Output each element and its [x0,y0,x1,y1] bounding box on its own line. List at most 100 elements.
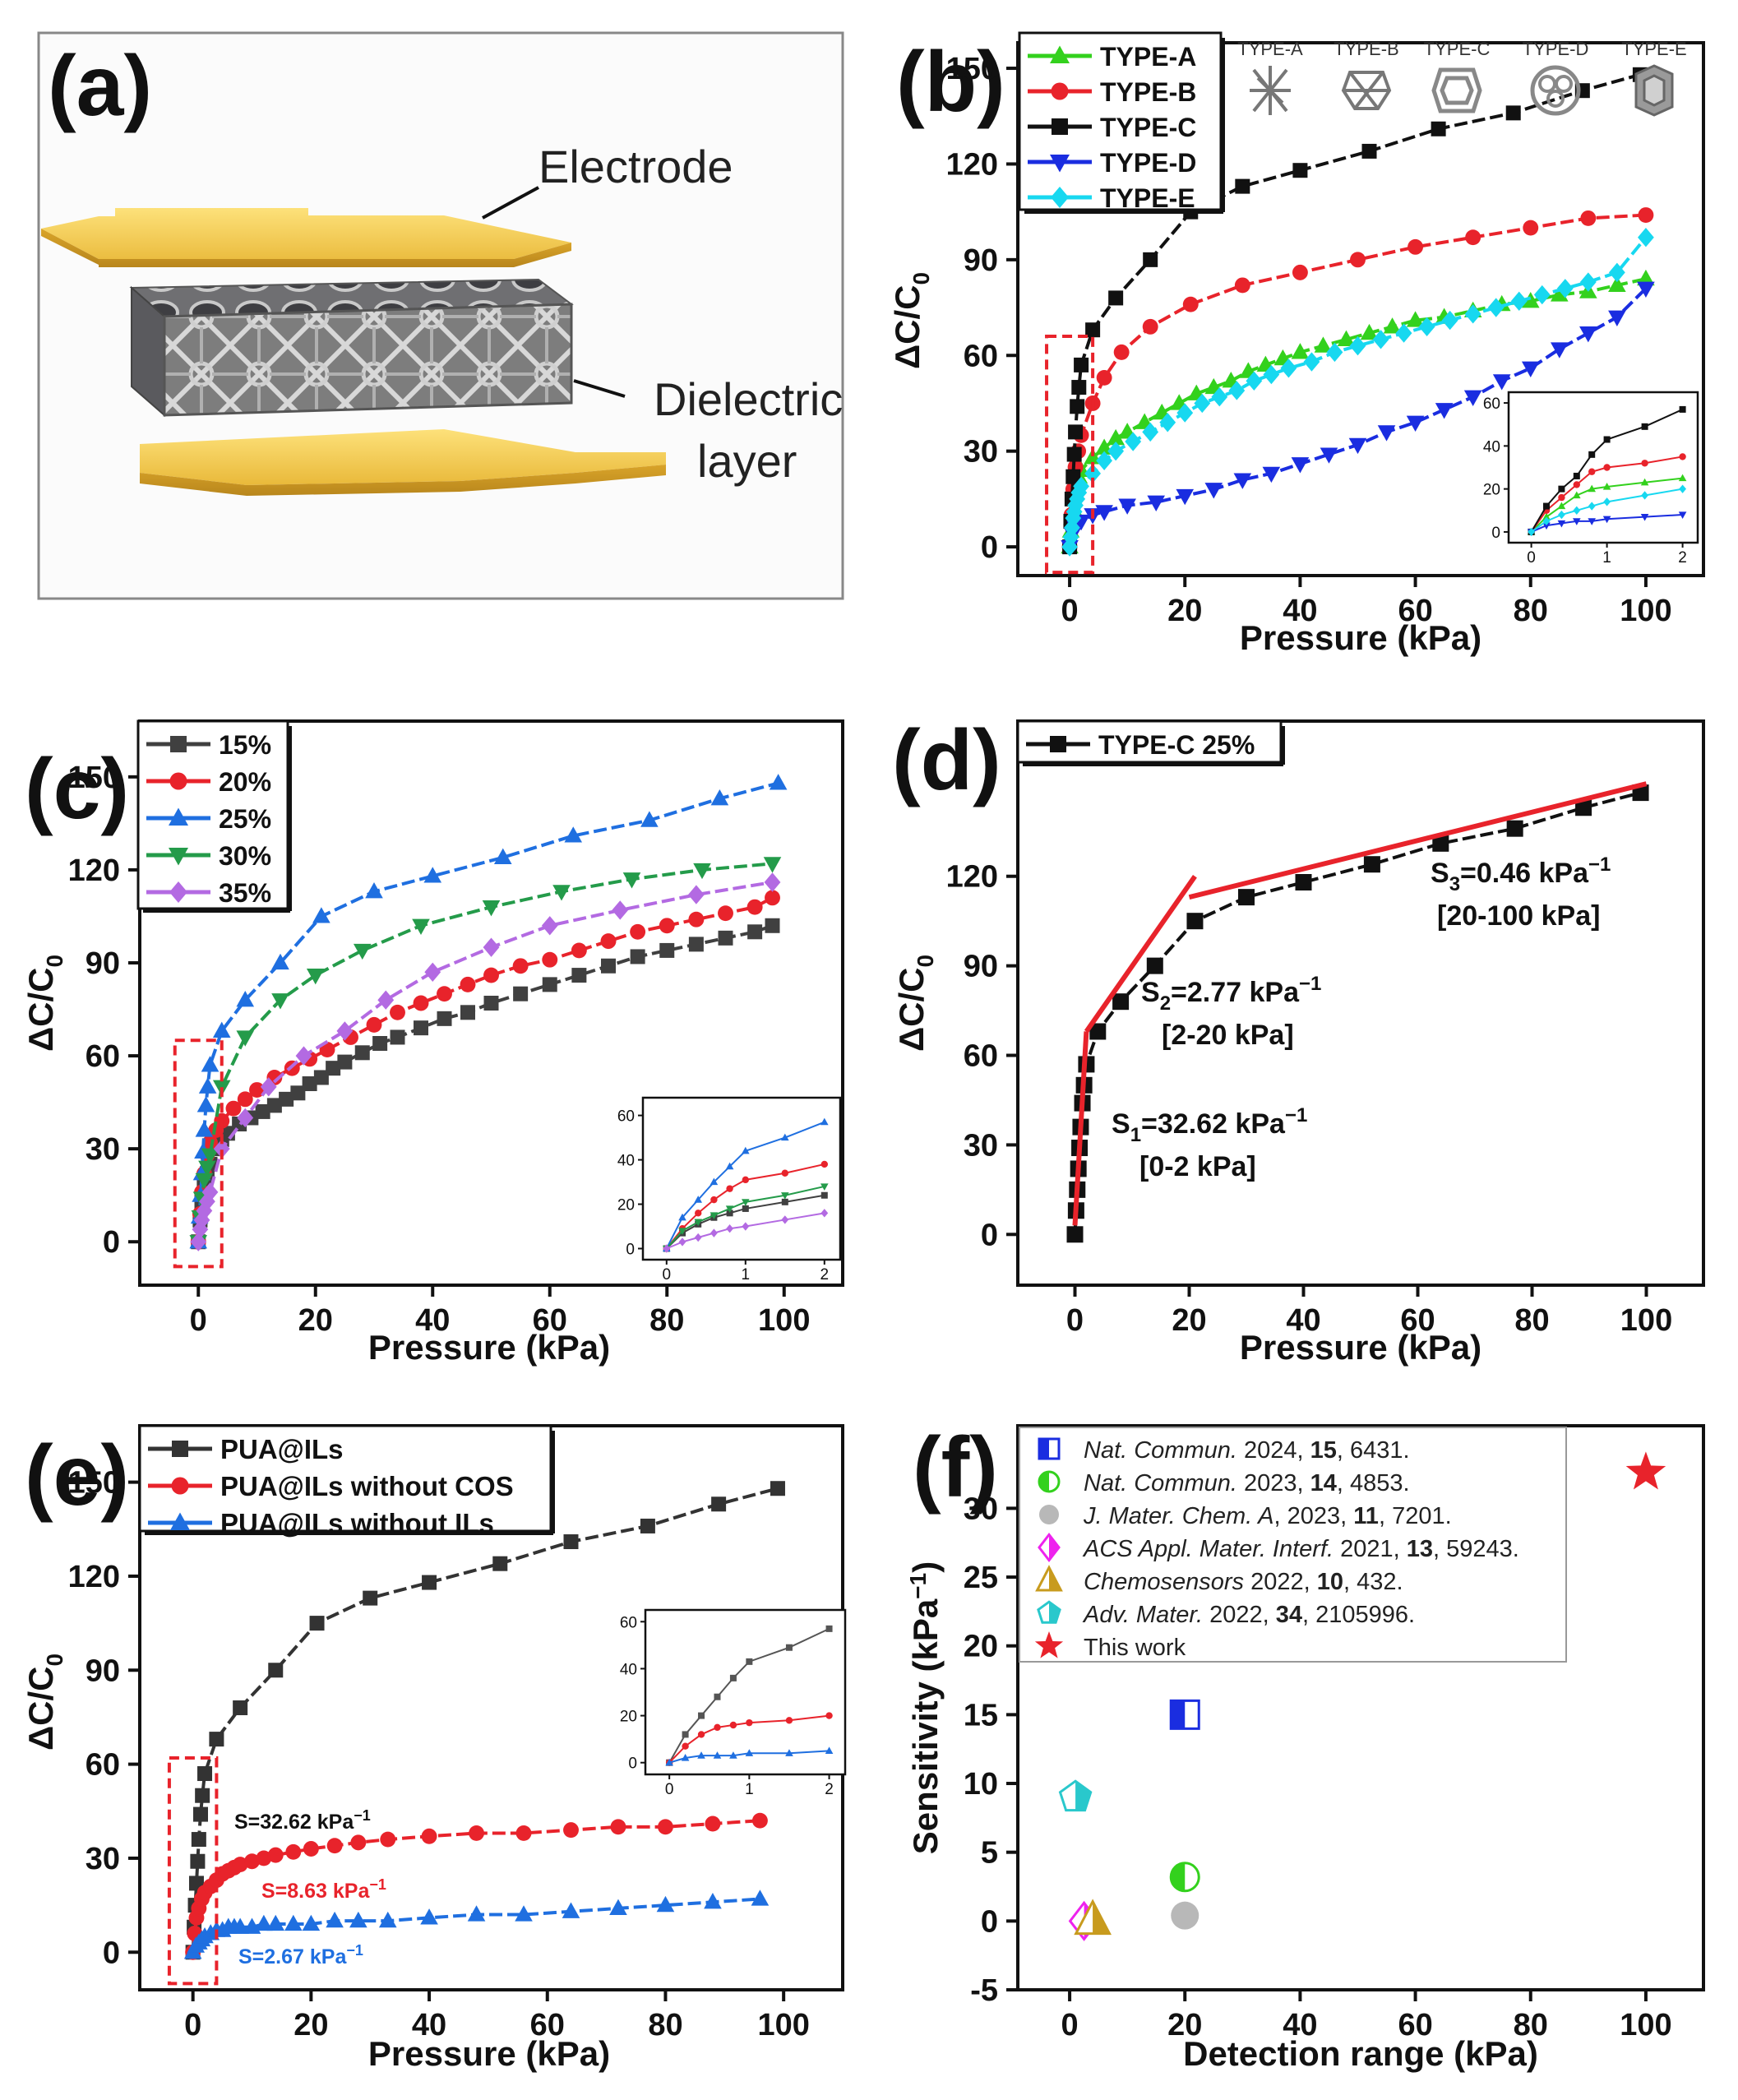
b-inset-y-tick-label: 20 [1483,482,1500,499]
f-data-point [1058,1779,1093,1812]
d-fit-line [1188,781,1648,900]
d-annotation-symbol: S [1431,858,1449,889]
f-data-point [1074,1899,1112,1936]
type-a-label: TYPE-A [1237,39,1303,59]
c-inset-x-tick-label: 1 [742,1266,751,1284]
c-data-point [630,923,646,940]
f-legend-marker-fill [1039,1439,1049,1459]
f-legend-year: 2021, [1334,1536,1407,1562]
c-legend-label: 35% [219,878,271,908]
e-x-tick-label: 60 [530,2008,565,2042]
e-annotation-sensitivity: S=8.63 kPa−1 [261,1876,386,1903]
f-y-axis-label-main: Sensitivity (kPa [906,1598,945,1854]
c-data-point [601,958,616,974]
e-inset-data-point [698,1712,705,1719]
c-data-point [413,995,429,1011]
c-inset-series-line [666,1163,825,1250]
f-legend-marker-fill [1039,1472,1049,1492]
e-data-point [232,1857,248,1873]
e-legend-marker [172,1441,188,1457]
d-x-axis-label: Pressure (kPa) [1240,1328,1481,1367]
f-legend-label: ACS Appl. Mater. Interf. 2021, 13, 59243… [1082,1536,1519,1562]
e-data-point [231,1917,249,1934]
f-legend-volume: 11 [1353,1503,1379,1529]
e-y-axis-label-main: ΔC/C [21,1667,60,1751]
f-legend-journal: J. Mater. Chem. A [1083,1503,1274,1529]
c-data-point [312,907,330,923]
c-inset-data-point [710,1212,719,1220]
b-inset-data-point [1603,436,1611,443]
e-inset-data-point [785,1644,793,1651]
c-data-point [571,942,587,959]
c-legend-label: 30% [219,841,271,871]
b-data-point [1147,495,1166,512]
e-data-point [704,1893,722,1909]
d-annotation-value: =2.77 kPa [1171,977,1300,1008]
b-data-point [1431,121,1446,136]
e-data-point [467,1905,486,1922]
e-y-axis-label: ΔC/C0 [21,1654,67,1751]
e-annotation-sensitivity: S=32.62 kPa−1 [234,1807,371,1834]
c-data-point [199,1191,215,1211]
f-legend-year: 2022, [1244,1569,1317,1595]
c-inset-x-tick-label: 0 [663,1266,672,1284]
c-data-point [213,1139,230,1159]
c-data-point [747,924,763,940]
c-y-axis-label: ΔC/C0 [21,955,67,1052]
b-data-point [1234,277,1250,294]
e-x-axis-label: Pressure (kPa) [368,2034,610,2073]
b-inset-data-point [1679,453,1686,460]
f-legend-journal: Adv. Mater. [1082,1602,1203,1628]
d-annotation-range: [20-100 kPa] [1437,900,1600,932]
b-inset-data-point [1641,423,1648,430]
c-inset-data-point [726,1210,733,1217]
d-y-tick-label: 30 [964,1128,998,1163]
b-data-point [1262,466,1281,483]
e-inset-y-tick-label: 40 [620,1661,637,1678]
b-data-point [1521,292,1540,308]
c-y-tick-label: 0 [103,1225,120,1260]
c-data-point [414,1020,428,1036]
c-data-point [236,1030,255,1047]
b-plot-frame [1016,41,1705,577]
type-d-schematic: TYPE-D [1523,39,1588,116]
c-data-point [190,1232,207,1251]
c-data-point [372,1036,388,1051]
e-data-point [209,1732,224,1747]
c-data-point [195,1173,214,1190]
b-inset-data-point [1573,472,1580,479]
c-inset-y-tick-label: 0 [626,1242,635,1259]
c-inset-frame [641,1096,842,1261]
b-y-axis-label: ΔC/C0 [888,272,934,369]
f-legend-volume: 10 [1317,1569,1343,1595]
c-data-point [302,1076,317,1091]
f-data-point [1169,1699,1200,1730]
d-annotation-value: =0.46 kPa [1460,858,1589,889]
b-data-point [1204,483,1223,499]
e-data-point [197,1766,213,1782]
b-inset-data-point [1588,484,1596,493]
e-inset-y-tick-label: 20 [620,1709,637,1726]
b-data-point [1637,281,1655,298]
b-data-point [1107,428,1125,446]
e-inset-series-line [668,1750,830,1764]
b-y-tick-label: 90 [964,243,998,278]
c-data-point [424,962,441,983]
c-inset-series-line [665,1121,825,1249]
c-legend-label: 20% [219,767,271,797]
f-legend-label: Nat. Commun. 2023, 14, 4853. [1084,1470,1410,1496]
f-legend-marker-fill [1039,1505,1059,1524]
d-legend-marker [1050,736,1066,752]
b-y-tick-label: 60 [964,339,998,373]
b-data-point [1066,446,1082,462]
e-data-point [378,1911,397,1928]
e-data-point [563,1534,579,1550]
b-data-point [1464,304,1481,324]
e-x-tick-label: 100 [757,2008,809,2042]
b-x-tick-label: 80 [1514,594,1548,628]
d-annotation-sensitivity: S3=0.46 kPa−1 [1431,853,1611,895]
e-y-tick-label: 120 [68,1560,120,1594]
b-legend-marker [1050,155,1070,173]
f-y-tick-label: 25 [964,1561,998,1595]
b-data-point [1637,269,1655,286]
